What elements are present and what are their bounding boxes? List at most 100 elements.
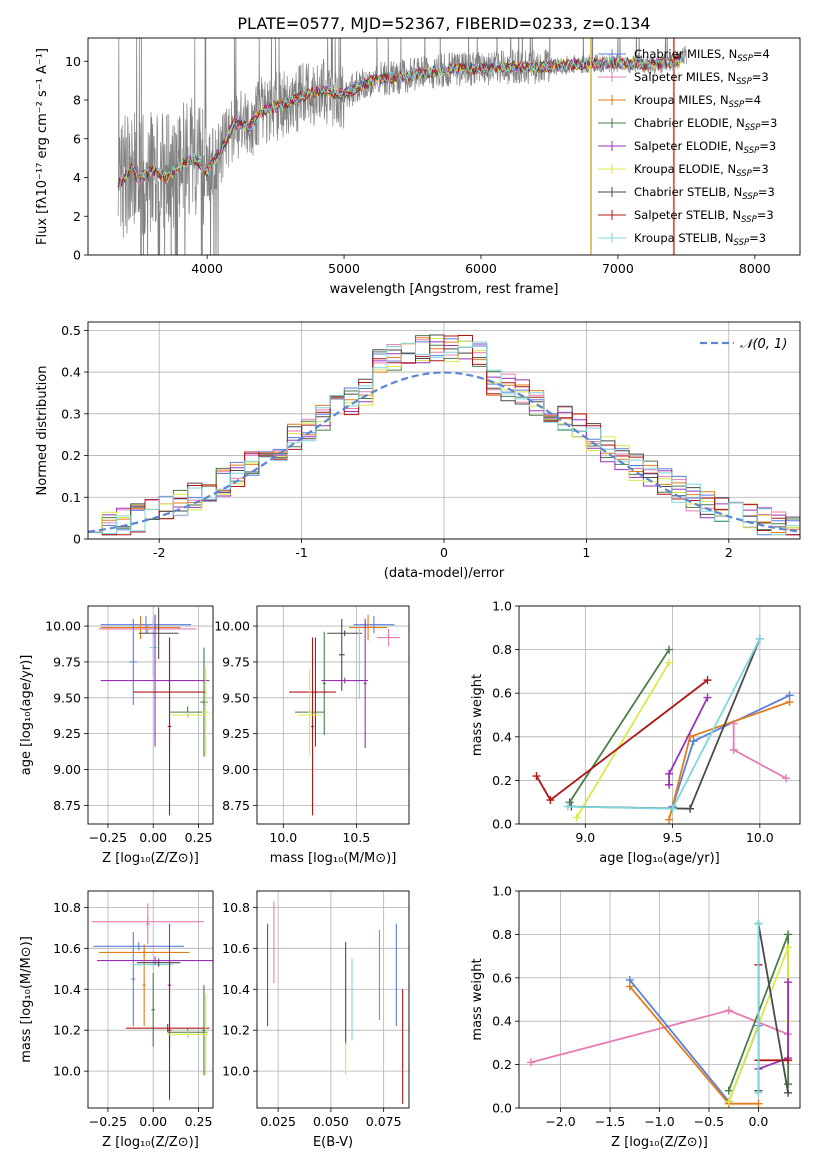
legend-entry-tail: =4 bbox=[753, 47, 770, 61]
weight-marker bbox=[665, 815, 674, 824]
x-tick-label: -2 bbox=[153, 545, 165, 560]
legend-entry-sub: SSP bbox=[734, 238, 750, 248]
y-tick-label: 0.3 bbox=[61, 406, 81, 421]
weight-marker bbox=[754, 1099, 763, 1108]
legend-entry-name: Salpeter ELODIE, N bbox=[634, 139, 744, 153]
y-axis-label: Normed distribution bbox=[35, 366, 50, 496]
massweight_vs_age-panel: 9.0 9.5 10.0 0.0 0.2 0.4 0.6 0.8 1.0 age [log₁₀(a… bbox=[470, 599, 801, 866]
y-tick-label: 0.8 bbox=[492, 642, 512, 657]
legend-entry: Salpeter STELIB, NSSP=3 bbox=[634, 208, 774, 225]
residuals-axes: -2 -1 0 1 2 0 0.1 0.2 0.3 0.4 0.5 (data-model)/erro… bbox=[35, 321, 801, 581]
weight-marker bbox=[563, 802, 572, 811]
age_vs_mass-axes: 10.0 10.5 8.75 9.00 9.25 9.50 9.75 10.00 mass [l… bbox=[214, 605, 410, 866]
massweight_vs_Z-plot bbox=[526, 919, 793, 1108]
y-axis-label: mass weight bbox=[470, 674, 485, 756]
y-tick-label: 0.2 bbox=[492, 1057, 512, 1072]
x-tick-label: −0.25 bbox=[89, 830, 127, 845]
y-tick-label: 10.00 bbox=[45, 619, 81, 634]
x-tick-label: 10.0 bbox=[269, 830, 297, 845]
x-tick-label: 0.025 bbox=[260, 1114, 296, 1129]
x-axis-label: Z [log₁₀(Z/Z⊙)] bbox=[102, 851, 199, 866]
y-tick-label: 6 bbox=[73, 131, 81, 146]
legend-entry-tail: =3 bbox=[757, 208, 774, 222]
y-tick-label: 0.8 bbox=[492, 927, 512, 942]
weight-marker bbox=[526, 1058, 535, 1067]
weight-marker bbox=[784, 1080, 793, 1089]
y-tick-label: 8.75 bbox=[222, 798, 250, 813]
y-tick-label: 9.25 bbox=[222, 726, 250, 741]
legend-entry: Kroupa STELIB, NSSP=3 bbox=[634, 231, 766, 248]
weight-marker bbox=[703, 676, 712, 685]
y-tick-label: 9.00 bbox=[53, 762, 81, 777]
x-tick-label: 0.075 bbox=[366, 1114, 402, 1129]
y-tick-label: 10.2 bbox=[53, 1023, 81, 1038]
legend-entry-sub: SSP bbox=[729, 100, 745, 110]
weight-line bbox=[629, 979, 760, 1104]
residuals-plot bbox=[88, 334, 800, 536]
x-tick-label: 2 bbox=[725, 545, 733, 560]
y-tick-label: 10.2 bbox=[222, 1023, 250, 1038]
weight-marker bbox=[565, 798, 574, 807]
y-tick-label: 9.25 bbox=[53, 726, 81, 741]
x-tick-label: 8000 bbox=[739, 261, 771, 276]
y-tick-label: 0.6 bbox=[492, 970, 512, 985]
legend-entry-tail: =3 bbox=[752, 70, 769, 84]
y-tick-label: 9.75 bbox=[222, 654, 250, 669]
y-tick-label: 9.50 bbox=[222, 690, 250, 705]
spectrum-plot bbox=[117, 38, 687, 255]
y-tick-label: 10.0 bbox=[222, 1064, 250, 1079]
weight-marker bbox=[665, 780, 674, 789]
x-axis-label: E(B-V) bbox=[313, 1135, 353, 1150]
legend-entry-sub: SSP bbox=[744, 146, 760, 156]
legend-entry-tail: =3 bbox=[759, 139, 776, 153]
model-line bbox=[118, 54, 684, 189]
weight-marker bbox=[729, 745, 738, 754]
weight-line bbox=[671, 694, 790, 807]
y-tick-label: 4 bbox=[73, 170, 81, 185]
residuals-frame bbox=[87, 321, 801, 540]
weight-marker bbox=[532, 772, 541, 781]
x-axis-label: age [log₁₀(age/yr)] bbox=[599, 851, 720, 866]
spectrum-axes: 4000 5000 6000 7000 8000 0 2 4 6 8 10 wavelength [A… bbox=[35, 37, 801, 297]
y-tick-label: 0.0 bbox=[492, 1101, 512, 1116]
legend-entry: Kroupa MILES, NSSP=4 bbox=[634, 93, 761, 110]
legend-entry-tail: =3 bbox=[758, 185, 775, 199]
legend-entry-sub: SSP bbox=[736, 77, 752, 87]
x-tick-label: 9.0 bbox=[575, 830, 595, 845]
weight-marker bbox=[755, 634, 764, 643]
legend-entry-name: Kroupa MILES, N bbox=[634, 93, 729, 107]
y-tick-label: 0.1 bbox=[61, 490, 81, 505]
x-axis-label: mass [log₁₀(M/M⊙)] bbox=[270, 851, 397, 866]
weight-marker bbox=[668, 804, 677, 813]
legend-entry-tail: =4 bbox=[744, 93, 761, 107]
mass_vs_Z-grid bbox=[88, 891, 213, 1108]
y-tick-label: 10.4 bbox=[222, 982, 250, 997]
mass_vs_ebv-plot bbox=[267, 901, 404, 1104]
legend-entry-name: Chabrier MILES, N bbox=[634, 47, 737, 61]
y-tick-label: 10.8 bbox=[53, 900, 81, 915]
x-tick-label: 0.25 bbox=[185, 830, 213, 845]
y-tick-label: 0.0 bbox=[492, 817, 512, 832]
mass_vs_Z-plot bbox=[91, 903, 213, 1100]
y-tick-label: 0.2 bbox=[61, 448, 81, 463]
weight-marker bbox=[703, 693, 712, 702]
age_vs_Z-frame bbox=[87, 605, 214, 825]
weight-marker bbox=[572, 813, 581, 822]
histogram-step bbox=[88, 335, 800, 536]
x-tick-label: 6000 bbox=[465, 261, 497, 276]
y-tick-label: 10 bbox=[65, 54, 81, 69]
age_vs_mass-plot bbox=[289, 614, 401, 816]
x-axis-label: Z [log₁₀(Z/Z⊙)] bbox=[611, 1135, 708, 1150]
x-tick-label: -1 bbox=[295, 545, 307, 560]
weight-marker bbox=[724, 1086, 733, 1095]
y-tick-label: 2 bbox=[73, 209, 81, 224]
massweight_vs_Z-frame bbox=[518, 890, 801, 1109]
weight-marker bbox=[784, 978, 793, 987]
weight-marker bbox=[546, 796, 555, 805]
x-tick-label: −0.5 bbox=[694, 1114, 724, 1129]
x-tick-label: 0 bbox=[440, 545, 448, 560]
y-tick-label: 0 bbox=[73, 248, 81, 263]
weight-marker bbox=[729, 719, 738, 728]
weight-marker bbox=[724, 1097, 733, 1106]
mass_vs_ebv-grid bbox=[257, 891, 409, 1108]
